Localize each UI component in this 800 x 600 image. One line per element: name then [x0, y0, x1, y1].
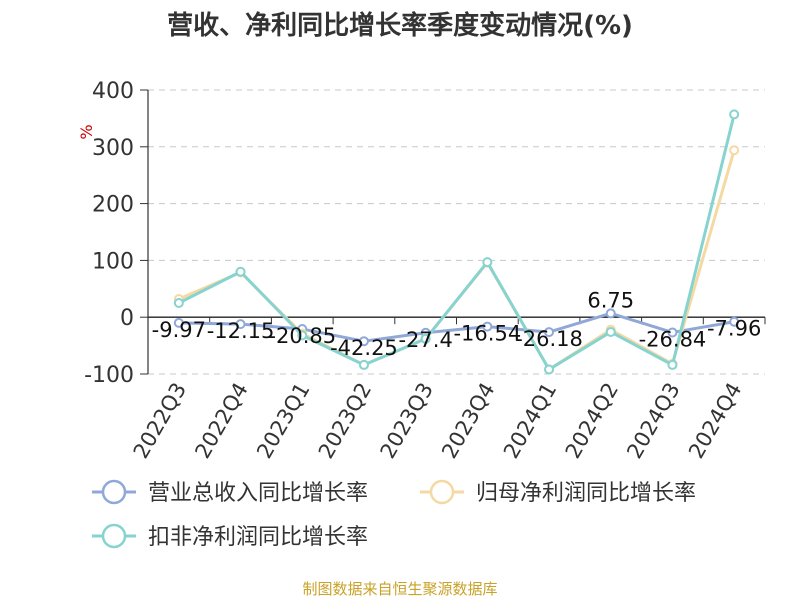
data-label: -20.85 — [268, 324, 336, 348]
legend-item-1[interactable]: 归母净利润同比增长率 — [420, 479, 696, 506]
x-tick-label: 2023Q3 — [376, 379, 438, 463]
data-point — [482, 257, 493, 268]
legend-swatch-marker — [101, 523, 127, 549]
data-point — [358, 359, 369, 370]
y-tick-label: 300 — [92, 136, 134, 161]
data-label: -16.54 — [453, 322, 521, 346]
y-tick-label: -100 — [84, 363, 134, 388]
data-point — [235, 266, 246, 277]
data-point — [173, 317, 184, 328]
legend-swatch-marker — [101, 479, 127, 505]
data-label: -26.84 — [639, 327, 707, 351]
data-point — [729, 316, 740, 327]
legend-label: 营业总收入同比增长率 — [148, 481, 368, 506]
data-label: -27.4 — [398, 328, 452, 352]
x-tick-label: 2023Q4 — [437, 378, 499, 462]
x-tick-label: 2022Q3 — [129, 379, 191, 463]
legend-swatch-marker — [429, 479, 455, 505]
data-point — [173, 298, 184, 308]
data-point — [667, 359, 678, 370]
data-point — [605, 308, 616, 319]
legend-label: 归母净利润同比增长率 — [476, 481, 696, 506]
x-tick-label: 2023Q2 — [314, 379, 376, 463]
data-label: -9.97 — [152, 318, 206, 342]
data-point — [544, 327, 555, 338]
data-label: 6.75 — [587, 288, 634, 312]
legend-label: 扣非净利润同比增长率 — [148, 525, 368, 550]
series-line-2 — [178, 114, 736, 371]
x-tick-label: 2022Q4 — [190, 379, 252, 463]
data-point — [729, 109, 740, 120]
data-point — [544, 364, 555, 375]
legend-item-0[interactable]: 营业总收入同比增长率 — [92, 479, 368, 506]
data-point — [667, 327, 678, 338]
y-tick-label: 0 — [120, 306, 134, 331]
x-tick-label: 2024Q1 — [499, 379, 561, 463]
y-tick-label: 400 — [92, 79, 134, 104]
y-tick-label: 100 — [92, 249, 134, 274]
x-tick-label: 2024Q3 — [622, 379, 684, 463]
data-label: -26.18 — [515, 327, 583, 351]
legend-item-2[interactable]: 扣非净利润同比增长率 — [92, 523, 368, 550]
data-point — [482, 321, 493, 332]
source-note: 制图数据来自恒生聚源数据库 — [302, 580, 497, 598]
data-label: -12.15 — [207, 319, 275, 343]
series-line-0 — [178, 311, 735, 343]
series-group — [173, 109, 740, 375]
data-point — [729, 145, 740, 156]
x-tick-label: 2023Q1 — [252, 379, 314, 463]
data-point — [358, 336, 369, 347]
data-point — [235, 319, 246, 330]
x-tick-label: 2024Q2 — [561, 379, 623, 463]
chart-title: 营收、净利同比增长率季度变动情况(%) — [167, 10, 633, 41]
data-point — [297, 330, 308, 341]
data-point — [420, 333, 431, 344]
y-axis-unit: % — [77, 124, 96, 139]
data-point — [605, 326, 616, 337]
data-labels: -9.97 -12.15-20.85-42.25 -27.4 -16.54-26.18… — [152, 288, 762, 360]
y-tick-label: 200 — [92, 193, 134, 218]
grid — [148, 89, 765, 375]
data-label: -7.96 — [707, 317, 761, 341]
x-tick-label: 2024Q4 — [684, 379, 746, 463]
data-label: -42.25 — [330, 336, 398, 360]
